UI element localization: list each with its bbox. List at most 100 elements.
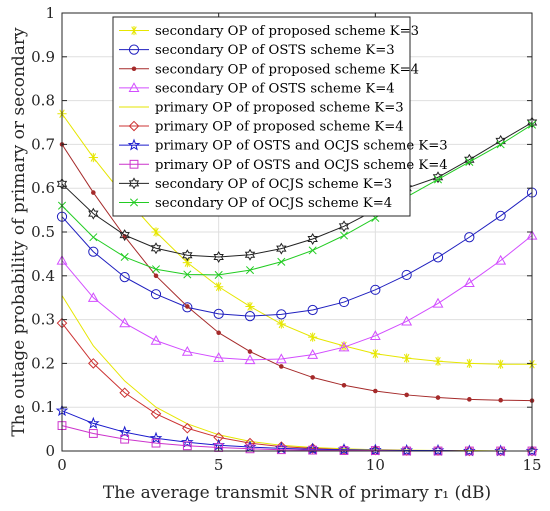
data-point	[370, 284, 381, 295]
circle-marker	[338, 296, 350, 308]
circle-marker	[213, 308, 224, 320]
square-marker	[151, 438, 161, 448]
square-marker	[129, 159, 139, 169]
y-tick-label: 0.1	[31, 398, 55, 416]
data-point	[307, 304, 318, 316]
dot-marker	[247, 349, 253, 354]
data-point	[369, 330, 381, 340]
square-marker	[245, 444, 255, 454]
data-point	[213, 250, 224, 263]
hexagram-marker	[432, 171, 444, 184]
triangle-marker	[495, 254, 507, 265]
series-line	[61, 122, 533, 258]
data-point	[151, 438, 161, 448]
dot-marker	[91, 190, 96, 195]
triangle-marker	[338, 341, 350, 352]
legend-entry: secondary OP of OCJS scheme K=3	[119, 177, 392, 192]
dot-marker	[498, 397, 503, 403]
data-point	[216, 330, 221, 336]
triangle-marker	[244, 354, 256, 365]
data-point	[307, 443, 318, 454]
data-point	[277, 257, 286, 266]
data-point	[182, 249, 193, 262]
legend-label: primary OP of proposed scheme K=3	[155, 100, 404, 115]
dot-marker	[131, 66, 137, 72]
hexagram-marker	[464, 153, 475, 166]
hexagram-marker	[276, 242, 287, 255]
x-marker	[465, 157, 474, 166]
data-point	[213, 352, 225, 362]
dot-marker	[341, 383, 347, 388]
triangle-marker	[181, 345, 193, 356]
x-marker	[245, 266, 255, 275]
data-point	[401, 269, 412, 281]
data-point	[464, 358, 474, 368]
x-marker	[277, 257, 286, 266]
triangle-marker	[307, 349, 319, 359]
y-tick-label: 0.2	[31, 354, 55, 372]
legend-entry: secondary OP of proposed scheme K=4	[119, 62, 419, 77]
x-marker	[183, 270, 192, 279]
data-point	[183, 270, 192, 279]
data-point	[88, 207, 99, 220]
data-point	[401, 315, 413, 326]
data-point	[153, 273, 159, 279]
y-tick-label: 0.8	[31, 92, 55, 110]
hexagram-marker	[128, 177, 140, 190]
series-line	[61, 144, 533, 402]
data-point	[150, 289, 162, 300]
circle-marker	[401, 269, 412, 281]
data-point	[276, 319, 286, 329]
data-point	[308, 445, 318, 455]
y-tick-label: 0.3	[31, 311, 55, 329]
circle-marker	[119, 272, 130, 283]
data-point	[464, 232, 475, 243]
data-point	[118, 425, 131, 438]
data-point	[149, 431, 163, 444]
data-point	[495, 254, 507, 265]
hexagram-marker	[213, 250, 224, 263]
data-point	[151, 265, 161, 274]
data-point	[213, 432, 224, 443]
data-point	[151, 227, 161, 237]
series-2	[56, 187, 538, 322]
legend-label: secondary OP of proposed scheme K=4	[155, 62, 419, 77]
data-point	[498, 397, 503, 403]
y-axis-label: The outage probability of primary or sec…	[9, 27, 29, 437]
legend-entry: secondary OP of OSTS scheme K=4	[119, 81, 395, 96]
diamond-marker	[119, 387, 130, 399]
x-marker	[120, 252, 129, 261]
legend-entry: primary OP of OSTS and OCJS scheme K=3	[119, 138, 448, 154]
series-3	[59, 142, 535, 403]
circle-marker	[464, 232, 475, 243]
dot-marker	[153, 273, 159, 279]
data-point	[91, 190, 96, 195]
legend-label: secondary OP of OSTS scheme K=3	[155, 43, 395, 58]
data-point	[182, 302, 193, 313]
triangle-marker	[369, 330, 381, 340]
dot-marker	[373, 388, 378, 394]
data-point	[404, 392, 409, 398]
circle-marker	[88, 246, 99, 257]
data-point	[276, 309, 287, 320]
star-marker	[87, 416, 100, 429]
data-point	[87, 292, 99, 302]
hexagram-marker	[119, 229, 130, 242]
star-marker	[181, 435, 194, 448]
triangle-marker	[432, 297, 444, 308]
data-point	[182, 441, 192, 451]
data-point	[338, 341, 350, 352]
diamond-marker	[244, 437, 256, 449]
diamond-marker	[88, 358, 99, 369]
data-point	[88, 246, 99, 257]
data-point	[496, 359, 506, 369]
data-point	[339, 231, 349, 240]
circle-marker	[276, 309, 287, 320]
x-tick-label: 5	[214, 456, 224, 474]
legend-label: primary OP of OSTS and OCJS scheme K=3	[155, 139, 448, 154]
data-point	[88, 152, 98, 163]
x-marker	[308, 246, 317, 255]
data-point	[119, 229, 130, 242]
data-point	[120, 252, 129, 261]
